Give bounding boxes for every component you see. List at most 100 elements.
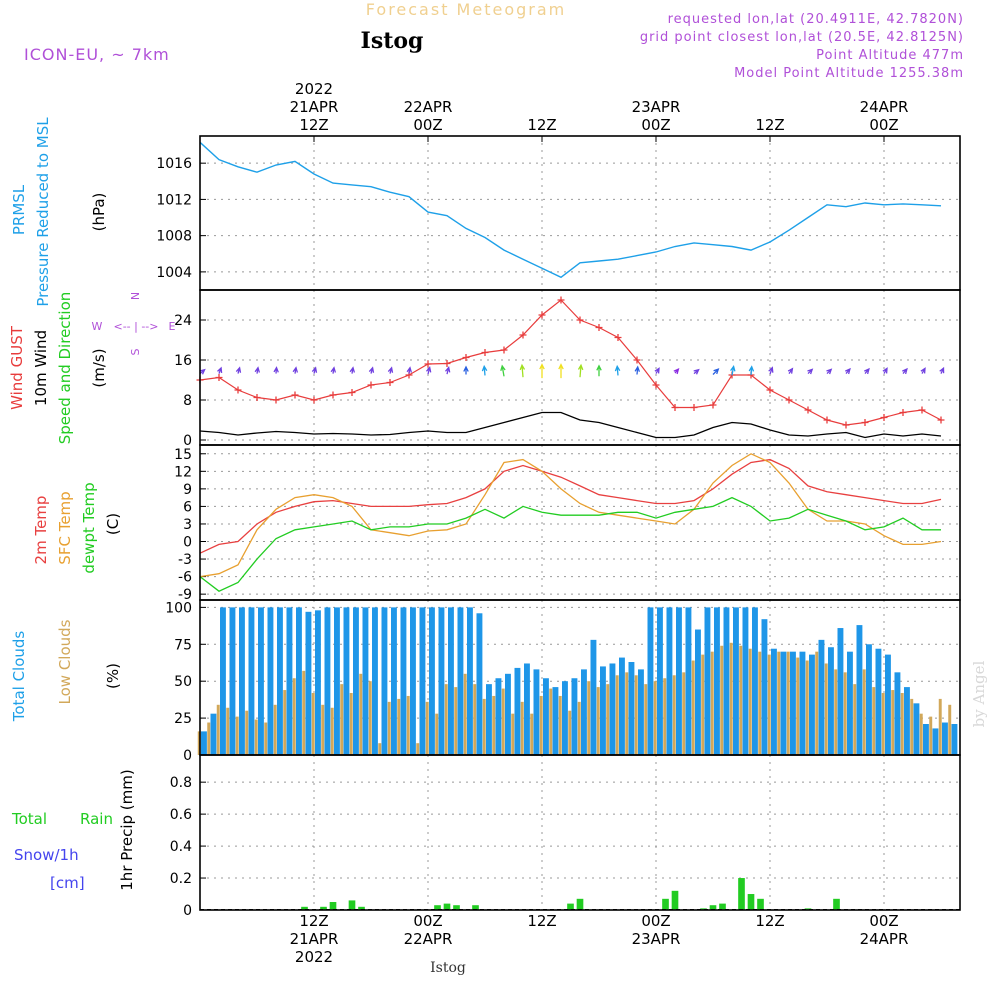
rain-bar [747,894,755,910]
rain-bar [348,900,356,910]
total-cloud-bar [343,607,350,755]
total-cloud-bar [923,724,929,755]
rain-bar [576,898,584,910]
total-cloud-bar [752,607,758,755]
gust-marker [652,381,660,389]
total-cloud-bar [790,651,796,755]
low-cloud-bar [748,648,752,755]
total-cloud-bar [894,672,901,755]
total-cloud-bar [913,703,920,755]
pressure-line [199,141,942,279]
total-clouds-ylabel: Total Clouds [10,631,28,723]
total-cloud-bar [666,607,673,755]
compass-rose: N W E S <-- | --> [92,292,176,356]
low-cloud-bar [919,713,923,755]
low-cloud-bar [235,716,239,755]
rain-bar [453,905,460,910]
low-cloud-bar [378,743,382,755]
gust-marker [519,331,527,339]
low-cloud-bar [416,743,420,755]
precip-total-label: Total [11,810,47,828]
panel-wind: 0 8 16 24 [174,290,960,449]
gust-marker [880,414,888,421]
low-cloud-bar [283,690,287,755]
ytick-label: -6 [178,570,192,586]
low-cloud-bar [406,695,410,755]
total-cloud-bar [600,666,606,755]
total-cloud-bar [324,607,331,755]
precip-rain-label: Rain [80,810,113,828]
wind-arrow [217,366,223,374]
total-cloud-bar [210,713,217,755]
wind-ylabel: Wind GUST 10m Wind Speed and Direction (… [8,292,176,445]
footer-location: Istog [430,960,466,976]
wind-arrow [920,367,926,374]
point-altitude: Point Altitude 477m [816,48,964,63]
wind10m-line [199,411,942,439]
gust-marker [918,406,926,414]
wind-arrow [519,363,526,378]
total-cloud-bar [391,607,397,755]
low-cloud-bar [720,645,724,755]
wind-arrow [292,366,299,374]
gust-marker [386,379,394,386]
low-cloud-bar [264,722,268,755]
wind-arrow [368,366,375,374]
total-cloud-bar [220,607,226,755]
ytick-label: 1004 [156,265,192,281]
wind-arrow [826,368,833,375]
low-cloud-bar [330,707,334,755]
gust-marker [215,374,223,381]
ytick-label: -9 [178,587,192,603]
total-cloud-bar [733,607,739,755]
low-cloud-bar [482,698,486,755]
gust-marker [576,316,584,324]
rain-bar [662,898,669,910]
gust-marker [671,404,679,411]
total-cloud-bar [951,724,958,755]
total-cloud-bar [828,647,834,755]
total-cloud-bar [296,607,302,755]
total-cloud-bar [258,607,264,755]
chart-title: Forecast Meteogram [366,0,566,19]
low-cloud-bar [587,681,591,755]
gust-marker [310,396,318,404]
gust-marker [842,421,850,429]
gust-marker [272,396,280,404]
low-cloud-bar [245,710,249,755]
gust-line [199,299,942,426]
wind-arrow [577,363,584,378]
panel-frame [199,754,961,911]
plot-panels: 1004100810121016081624-9-6-3036912150255… [156,80,961,966]
gust-marker [367,381,375,389]
ytick-label: 0 [183,433,192,449]
low-cloud-bar [910,698,914,755]
wind-arrow [426,366,432,375]
low-clouds-ylabel: Low Clouds [56,619,74,704]
wind-arrow [807,368,814,375]
total-cloud-bar [486,684,492,755]
wind-arrow [558,363,564,379]
ytick-label: 75 [174,637,192,653]
gust-marker [329,391,337,399]
ytick-label: 0.4 [170,839,192,855]
low-cloud-bar [435,713,439,755]
rain-bar [567,903,574,910]
low-cloud-bar [834,669,838,755]
total-cloud-bar [505,673,511,755]
time-label-top: 21APR [290,98,339,116]
time-label-bottom: 23APR [632,930,681,948]
low-cloud-bar [520,701,524,755]
low-cloud-bar [729,642,733,755]
low-cloud-bar [292,678,296,755]
low-cloud-bar [368,681,372,755]
ytick-label: 8 [183,393,192,409]
rain-bar [671,890,679,910]
total-cloud-bar [904,687,910,755]
time-label-bottom: 24APR [860,930,909,948]
low-cloud-bar [549,688,553,755]
compass-arms: <-- | --> [113,320,158,333]
gust-marker [766,386,774,394]
low-cloud-bar [672,675,676,755]
total-cloud-bar [533,669,540,755]
